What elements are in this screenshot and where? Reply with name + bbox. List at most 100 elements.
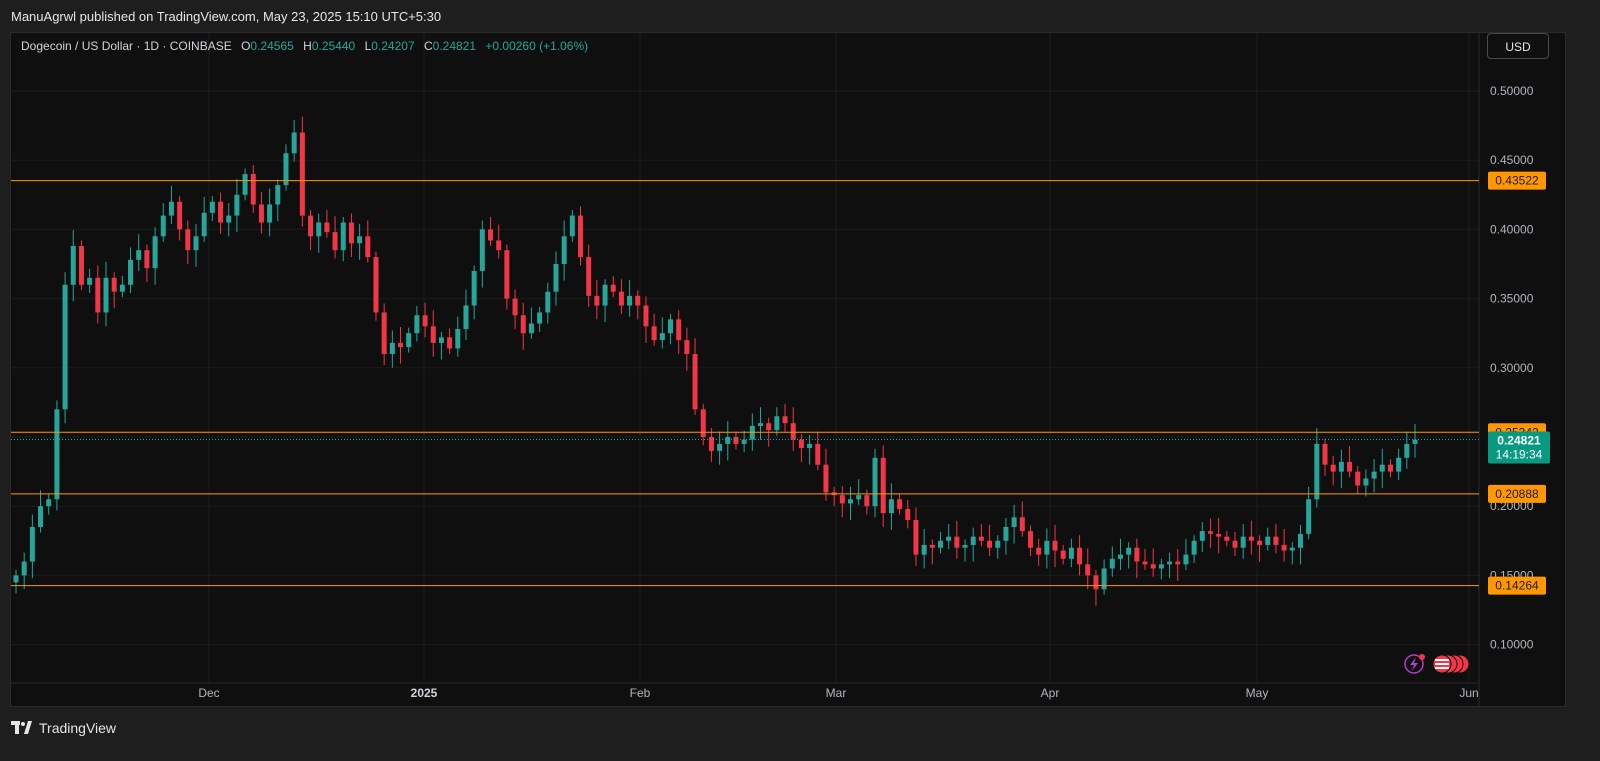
candle-body [1158, 564, 1164, 569]
candle-body [373, 257, 379, 313]
candle-body [119, 284, 125, 292]
candle-body [610, 284, 616, 292]
candle-body [422, 315, 428, 327]
candle-body [1314, 443, 1320, 500]
candle-body [46, 499, 52, 507]
candle-body [1387, 464, 1393, 472]
candle-body [496, 240, 502, 251]
candle-body [1306, 499, 1312, 534]
candle-body [774, 416, 780, 431]
candle-body [291, 132, 297, 154]
candle-body [553, 264, 559, 292]
low-value: 0.24207 [371, 39, 415, 53]
candle-body [1338, 461, 1344, 472]
candle-body [1052, 540, 1058, 551]
candle-body [185, 229, 191, 251]
candle-body [1175, 561, 1181, 565]
candle-body [144, 250, 150, 269]
candle-body [790, 423, 796, 440]
candle-body [1150, 564, 1156, 569]
candle-body [152, 236, 158, 269]
candle-body [864, 495, 870, 507]
candle-body [38, 506, 44, 527]
level-price-label: 0.14264 [1495, 579, 1539, 593]
candle-body [1216, 533, 1222, 537]
candle-body [1109, 558, 1115, 569]
last-price-badge [1488, 431, 1550, 464]
y-axis-tick-label: 0.50000 [1490, 84, 1534, 98]
lightning-icon[interactable] [1404, 654, 1424, 674]
candlestick-chart[interactable]: 0.100000.150000.200000.250000.300000.350… [11, 33, 1567, 708]
candle-body [308, 215, 314, 237]
candle-body [1134, 547, 1140, 562]
tradingview-brand[interactable]: TradingView [11, 720, 116, 736]
candle-body [70, 246, 76, 285]
candle-body [398, 342, 404, 348]
candle-body [471, 270, 477, 306]
ohlc-legend: Dogecoin / US Dollar · 1D · COINBASE O0.… [21, 39, 588, 53]
candle-body [1077, 547, 1083, 565]
candle-body [749, 425, 755, 440]
candle-body [1101, 568, 1107, 590]
candle-body [1068, 547, 1074, 559]
candle-body [193, 236, 199, 251]
candle-body [512, 298, 518, 316]
candle-body [1044, 540, 1050, 555]
candle-body [1322, 443, 1328, 465]
candle-body [414, 315, 420, 334]
candle-body [111, 277, 117, 292]
symbol-title[interactable]: Dogecoin / US Dollar · 1D · COINBASE [21, 39, 232, 53]
candle-body [839, 495, 845, 504]
x-axis-tick-label: Jun [1459, 686, 1478, 700]
candle-body [201, 212, 207, 237]
x-axis-tick-label: Feb [630, 686, 651, 700]
candle-body [725, 437, 731, 444]
candle-body [1396, 457, 1402, 472]
candle-body [528, 323, 534, 334]
candle-body [160, 215, 166, 237]
currency-button[interactable]: USD [1487, 33, 1549, 59]
candle-body [757, 423, 763, 426]
us-flag-stripe [1435, 665, 1449, 667]
candle-body [21, 561, 27, 576]
candle-body [242, 174, 248, 195]
candle-body [561, 236, 567, 264]
candle-body [618, 291, 624, 306]
candle-body [1093, 575, 1099, 590]
candle-body [872, 457, 878, 507]
candle-body [447, 337, 453, 349]
high-label: H [303, 39, 312, 53]
candle-body [1281, 544, 1287, 551]
candle-body [782, 416, 788, 424]
candle-body [1199, 531, 1205, 541]
level-price-label: 0.20888 [1495, 487, 1539, 501]
candle-body [897, 499, 903, 509]
candle-body [479, 229, 485, 271]
candle-body [1036, 547, 1042, 555]
footer: TradingView [0, 707, 1600, 761]
open-value: 0.24565 [250, 39, 294, 53]
x-axis-tick-label: 2025 [411, 686, 438, 700]
candle-body [1371, 471, 1377, 479]
candle-body [676, 319, 682, 341]
last-price-label: 0.24821 [1497, 433, 1541, 447]
candle-body [880, 457, 886, 514]
candle-body [1085, 564, 1091, 576]
candle-body [1027, 531, 1033, 548]
candle-body [504, 250, 510, 299]
y-axis-tick-label: 0.10000 [1490, 638, 1534, 652]
candle-body [1060, 550, 1066, 559]
candle-body [365, 236, 371, 258]
candle-body [13, 575, 19, 583]
chart-pane[interactable]: 0.100000.150000.200000.250000.300000.350… [10, 32, 1567, 708]
candle-body [1183, 554, 1189, 565]
candle-body [1167, 561, 1173, 565]
candle-body [54, 409, 60, 500]
candle-body [717, 443, 723, 451]
candle-body [978, 536, 984, 541]
candle-body [78, 246, 84, 285]
brand-label: TradingView [39, 720, 117, 736]
candle-body [1363, 478, 1369, 486]
high-value: 0.25440 [311, 39, 356, 53]
candle-body [1126, 547, 1132, 555]
